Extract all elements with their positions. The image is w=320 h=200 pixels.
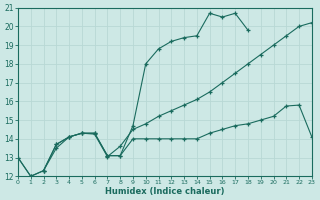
X-axis label: Humidex (Indice chaleur): Humidex (Indice chaleur) <box>105 187 225 196</box>
